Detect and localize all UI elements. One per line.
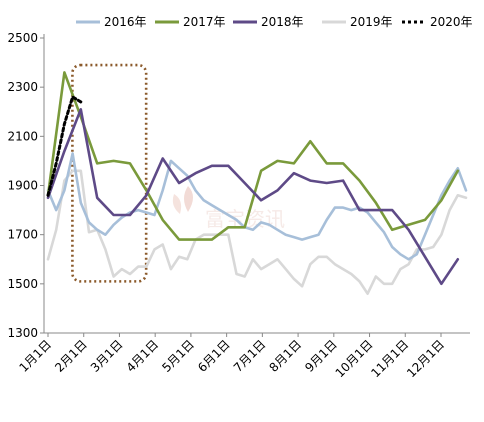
x-tick-label: 11月1日 [368,337,411,380]
x-tick-label: 3月1日 [88,337,126,375]
legend-label-2019: 2019年 [350,15,393,29]
series-line-2018 [46,108,460,286]
series-line-2017 [46,71,460,241]
y-tick-label: 2500 [7,31,38,45]
series-line-2020 [46,95,83,197]
series-line-2019 [46,169,468,296]
y-tick-label: 1900 [7,179,38,193]
x-tick-label: 1月1日 [16,337,54,375]
y-tick-label: 2300 [7,80,38,94]
series-line-2016 [46,152,468,261]
legend-label-2016: 2016年 [104,15,147,29]
y-tick-label: 2100 [7,129,38,143]
x-tick-label: 12月1日 [404,337,447,380]
y-tick-label: 1300 [7,326,38,340]
highlight-box [71,63,148,283]
x-tick-label: 2月1日 [52,337,90,375]
x-tick-label: 5月1日 [159,337,197,375]
legend-label-2018: 2018年 [261,15,304,29]
legend-label-2017: 2017年 [183,15,226,29]
y-tick-label: 1700 [7,228,38,242]
x-tick-label: 10月1日 [333,337,376,380]
x-tick-label: 7月1日 [231,337,269,375]
x-tick-label: 6月1日 [195,337,233,375]
x-tick-label: 8月1日 [267,337,305,375]
watermark-flame [184,186,193,212]
y-tick-label: 1500 [7,277,38,291]
watermark-flame [172,194,182,214]
x-tick-label: 4月1日 [124,337,162,375]
legend-label-2020: 2020年 [430,15,473,29]
